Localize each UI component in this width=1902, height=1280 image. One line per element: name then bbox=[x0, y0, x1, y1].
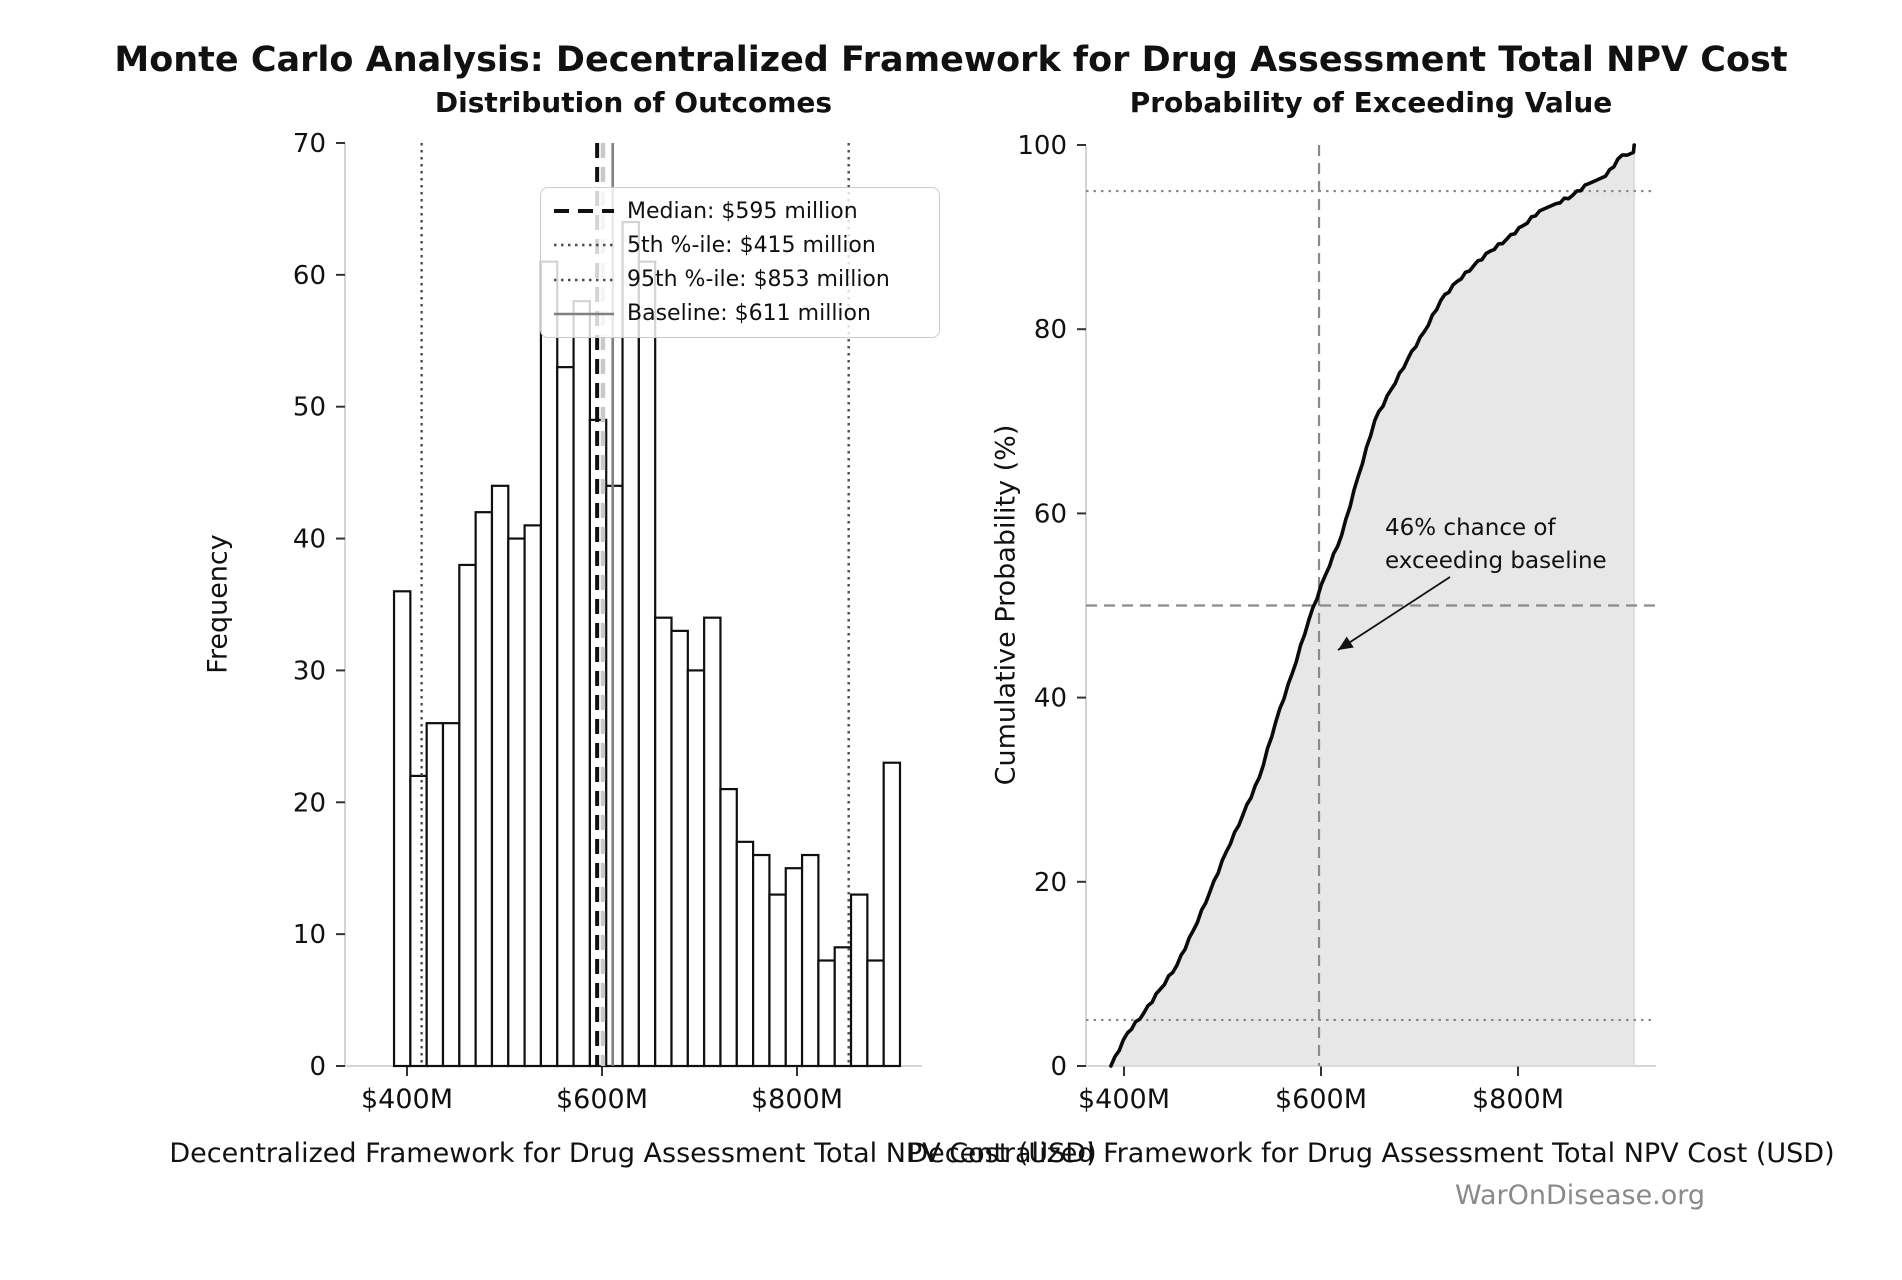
cdf-title: Probability of Exceeding Value bbox=[1129, 86, 1613, 119]
cdf-annotation: 46% chance of exceeding baseline bbox=[1385, 512, 1607, 577]
cdf-annotation-line2: exceeding baseline bbox=[1385, 547, 1607, 574]
legend-line-sample bbox=[554, 244, 614, 247]
histogram-bar bbox=[719, 787, 738, 1068]
histogram-bar bbox=[670, 629, 689, 1068]
annotation-arrowhead bbox=[1338, 636, 1354, 650]
legend-line-sample bbox=[554, 312, 614, 316]
histogram-bar bbox=[409, 774, 428, 1068]
y-tick-label: 80 bbox=[1034, 315, 1067, 345]
histogram-bar bbox=[882, 761, 902, 1068]
histogram-bar bbox=[735, 840, 755, 1068]
histogram-bar bbox=[621, 220, 640, 1068]
histogram-x-axis-label: Decentralized Framework for Drug Assessm… bbox=[169, 1138, 1097, 1169]
histogram-bar bbox=[866, 959, 885, 1068]
legend-item-label: 95th %-ile: $853 million bbox=[627, 267, 890, 293]
y-tick-label: 0 bbox=[1050, 1052, 1067, 1082]
cdf-curve bbox=[1109, 143, 1636, 1068]
histogram-bar bbox=[572, 300, 591, 1068]
histogram-bar bbox=[800, 853, 820, 1068]
legend-item-label: Median: $595 million bbox=[627, 198, 858, 224]
histogram-title: Distribution of Outcomes bbox=[434, 86, 833, 119]
histogram-bar bbox=[703, 616, 722, 1068]
histogram-bar bbox=[507, 537, 526, 1068]
y-tick-label: 50 bbox=[293, 393, 326, 423]
y-tick-label: 70 bbox=[293, 129, 326, 159]
legend-line-sample bbox=[554, 278, 614, 281]
legend-item: 5th %-ile: $415 million bbox=[553, 228, 929, 262]
y-tick-label: 20 bbox=[293, 788, 326, 818]
histogram-bar bbox=[458, 563, 477, 1068]
legend: Median: $595 million 5th %-ile: $415 mill… bbox=[540, 187, 940, 338]
x-tick-label: $400M bbox=[361, 1084, 453, 1115]
legend-item-label: 5th %-ile: $415 million bbox=[627, 232, 876, 258]
x-tick-label: $800M bbox=[1472, 1084, 1564, 1115]
watermark: WarOnDisease.org bbox=[1455, 1180, 1706, 1211]
histogram-bar bbox=[441, 722, 461, 1068]
histogram-bar bbox=[474, 511, 494, 1068]
annotation-arrow bbox=[1337, 576, 1451, 651]
y-tick-label: 60 bbox=[293, 261, 326, 291]
y-tick-label: 40 bbox=[293, 525, 326, 555]
y-tick-label: 30 bbox=[293, 656, 326, 686]
y-tick-label: 60 bbox=[1034, 499, 1067, 529]
x-tick-label: $400M bbox=[1078, 1084, 1170, 1115]
histogram-bar bbox=[605, 484, 624, 1068]
histogram-bar bbox=[686, 669, 706, 1068]
histogram-bar bbox=[768, 893, 787, 1068]
legend-item-label: Baseline: $611 million bbox=[627, 301, 871, 327]
x-tick-label: $600M bbox=[1275, 1084, 1367, 1115]
cdf-annotation-line1: 46% chance of bbox=[1385, 515, 1556, 541]
legend-item: Baseline: $611 million bbox=[553, 297, 929, 331]
histogram-bar bbox=[539, 260, 559, 1068]
legend-item: Median: $595 million bbox=[553, 194, 929, 228]
y-tick-label: 10 bbox=[293, 920, 326, 950]
histogram-bar bbox=[523, 524, 543, 1068]
x-tick-label: $800M bbox=[751, 1084, 843, 1115]
y-tick-label: 0 bbox=[309, 1052, 326, 1082]
y-tick-label: 40 bbox=[1034, 684, 1067, 714]
histogram-bar bbox=[784, 867, 804, 1068]
histogram-bar bbox=[654, 616, 673, 1068]
histogram-bar bbox=[637, 260, 657, 1068]
legend-item: 95th %-ile: $853 million bbox=[553, 263, 929, 297]
cdf-x-axis-label: Decentralized Framework for Drug Assessm… bbox=[907, 1138, 1835, 1169]
histogram-bar bbox=[392, 590, 412, 1068]
histogram-bar bbox=[817, 959, 836, 1068]
legend-line-sample bbox=[554, 209, 614, 214]
histogram-bar bbox=[425, 722, 445, 1068]
y-tick-label: 100 bbox=[1017, 131, 1067, 161]
histogram-bar bbox=[849, 893, 869, 1068]
histogram-bar bbox=[556, 366, 575, 1068]
histogram-bar bbox=[490, 484, 510, 1068]
histogram-y-axis-label: Frequency bbox=[202, 534, 234, 674]
main-title: Monte Carlo Analysis: Decentralized Fram… bbox=[114, 40, 1788, 80]
cdf-y-axis-label: Cumulative Probability (%) bbox=[990, 424, 1022, 786]
y-tick-label: 20 bbox=[1034, 868, 1067, 898]
x-tick-label: $600M bbox=[556, 1084, 648, 1115]
histogram-bar bbox=[752, 853, 771, 1068]
